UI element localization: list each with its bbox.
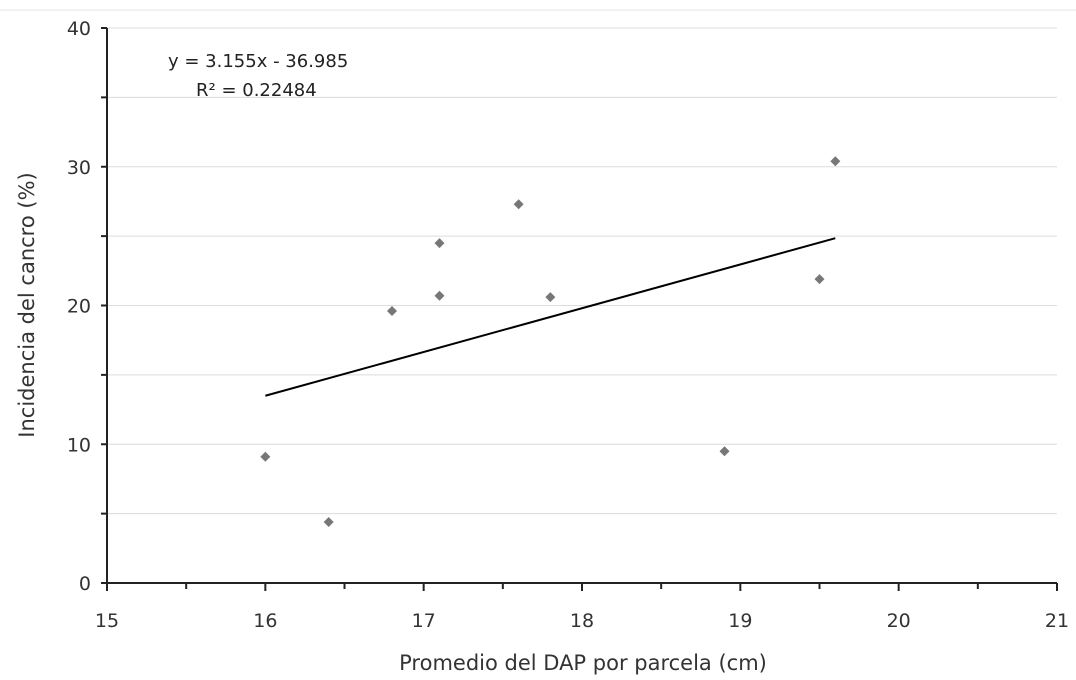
data-point	[434, 238, 445, 249]
x-tick-label: 19	[728, 610, 752, 632]
data-point	[513, 199, 524, 210]
data-points	[260, 156, 841, 527]
y-tick-label: 20	[67, 296, 91, 318]
grid-lines	[0, 9, 1076, 515]
x-tick-label: 17	[412, 610, 436, 632]
data-point	[323, 516, 334, 527]
data-point	[830, 156, 841, 167]
trendline-group	[265, 237, 836, 397]
x-tick-label: 21	[1045, 610, 1069, 632]
x-tick-label: 20	[887, 610, 911, 632]
y-tick-labels: 0 10 20 30 40	[67, 18, 91, 595]
data-point	[387, 306, 397, 317]
trendline-r-squared: R² = 0.22484	[196, 80, 317, 101]
tick-marks	[101, 27, 1058, 591]
y-tick-label: 0	[79, 573, 91, 595]
trendline-equation: y = 3.155x - 36.985	[168, 51, 348, 72]
x-axis-title: Promedio del DAP por parcela (cm)	[399, 651, 767, 675]
y-tick-label: 30	[67, 157, 91, 179]
x-tick-label: 16	[253, 610, 277, 632]
data-point	[719, 446, 730, 457]
x-tick-labels: 15 16 17 18 19 20 21	[95, 610, 1069, 632]
y-tick-label: 10	[67, 434, 91, 456]
data-point	[814, 274, 825, 285]
x-tick-label: 18	[570, 610, 594, 632]
x-tick-label: 15	[95, 610, 119, 632]
data-point	[434, 290, 445, 301]
y-tick-label: 40	[67, 18, 91, 40]
data-point	[545, 292, 556, 303]
data-point	[260, 451, 271, 462]
trendline	[265, 237, 836, 397]
y-axis-title: Incidencia del cancro (%)	[15, 172, 39, 437]
